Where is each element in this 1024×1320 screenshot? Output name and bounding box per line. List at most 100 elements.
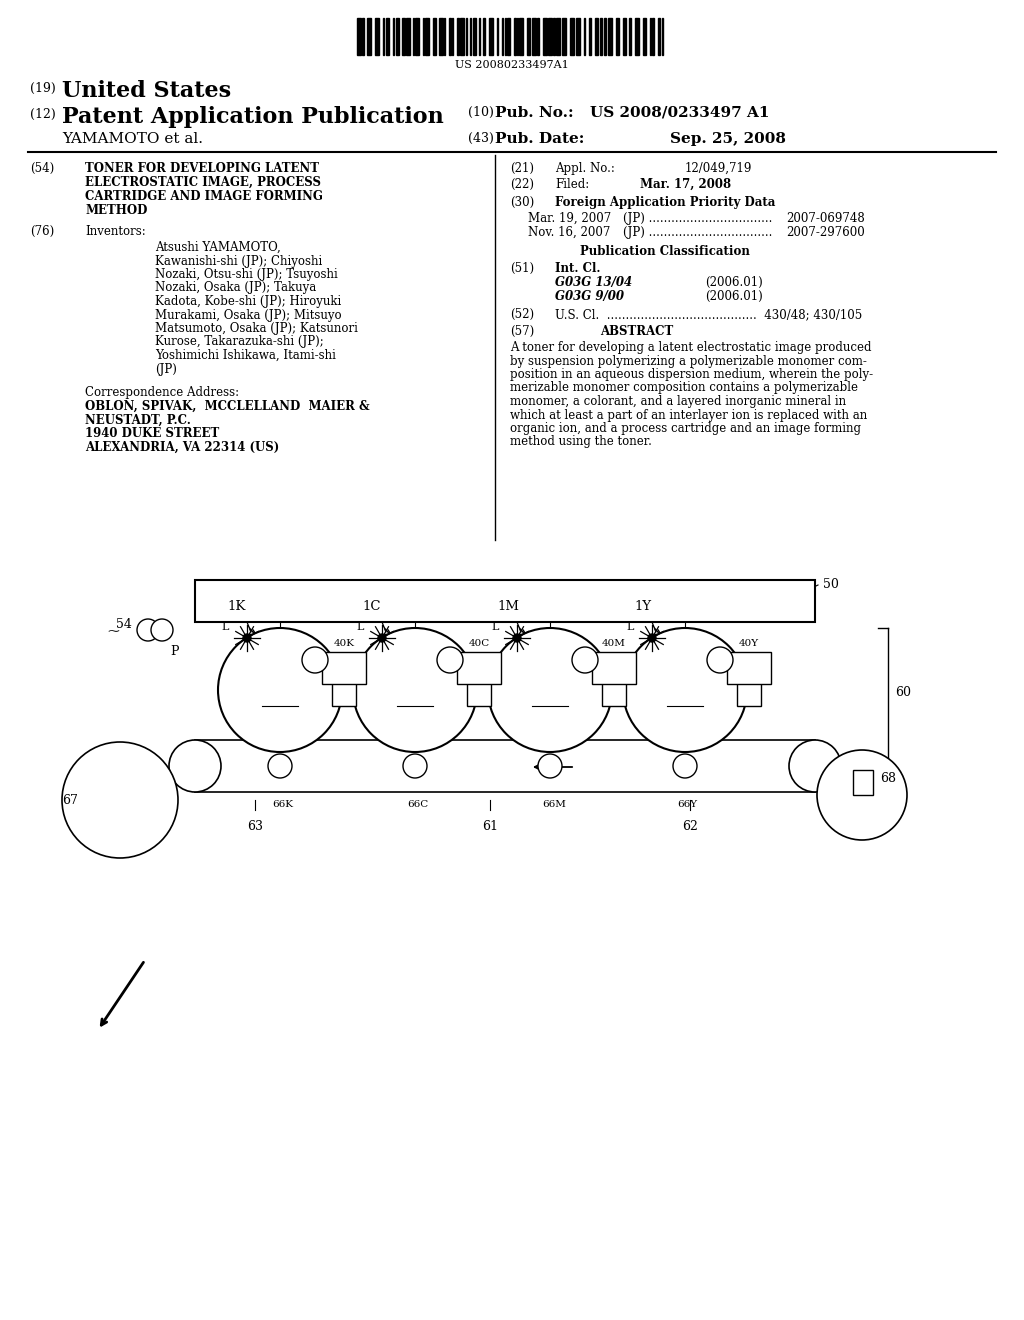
Text: Murakami, Osaka (JP); Mitsuyo: Murakami, Osaka (JP); Mitsuyo (155, 309, 342, 322)
Circle shape (353, 628, 477, 752)
Bar (507, 18, 510, 55)
Bar (396, 18, 399, 55)
Bar (425, 18, 429, 55)
Text: 3k: 3k (269, 686, 291, 704)
Circle shape (513, 634, 521, 642)
Circle shape (378, 634, 386, 642)
Bar (592, 652, 636, 684)
Circle shape (790, 741, 841, 792)
Text: (2006.01): (2006.01) (705, 290, 763, 304)
Text: (43): (43) (468, 132, 494, 145)
Text: (76): (76) (30, 224, 54, 238)
Text: METHOD: METHOD (85, 205, 147, 216)
Bar (652, 18, 654, 55)
Bar (556, 18, 560, 55)
Text: 63: 63 (247, 820, 263, 833)
Text: A toner for developing a latent electrostatic image produced: A toner for developing a latent electros… (510, 341, 871, 354)
Text: (2006.01): (2006.01) (705, 276, 763, 289)
Text: G03G 13/04: G03G 13/04 (555, 276, 632, 289)
Text: (30): (30) (510, 195, 535, 209)
Text: CARTRIDGE AND IMAGE FORMING: CARTRIDGE AND IMAGE FORMING (85, 190, 323, 203)
Bar (514, 18, 516, 55)
Text: (22): (22) (510, 178, 534, 191)
Text: 40K: 40K (334, 639, 354, 648)
Text: P: P (171, 645, 179, 657)
Bar (527, 18, 530, 55)
Text: Nozaki, Osaka (JP); Takuya: Nozaki, Osaka (JP); Takuya (155, 281, 316, 294)
Text: method using the toner.: method using the toner. (510, 436, 652, 449)
Text: YAMAMOTO et al.: YAMAMOTO et al. (62, 132, 203, 147)
Text: 62: 62 (682, 820, 698, 833)
Text: which at least a part of an interlayer ion is replaced with an: which at least a part of an interlayer i… (510, 408, 867, 421)
Text: 3M: 3M (537, 686, 564, 704)
Text: 3Y: 3Y (674, 686, 696, 704)
Text: 40M: 40M (602, 639, 626, 648)
Circle shape (707, 647, 733, 673)
Text: (JP) .................................: (JP) ................................. (623, 226, 772, 239)
Circle shape (623, 628, 746, 752)
Text: 1C: 1C (362, 599, 381, 612)
Text: Kawanishi-shi (JP); Chiyoshi: Kawanishi-shi (JP); Chiyoshi (155, 255, 323, 268)
Text: Appl. No.:: Appl. No.: (555, 162, 614, 176)
Text: United States: United States (62, 81, 231, 102)
Bar (600, 18, 602, 55)
Bar (629, 18, 631, 55)
Text: 68: 68 (880, 771, 896, 784)
Text: 1K: 1K (227, 599, 246, 612)
Bar (623, 18, 626, 55)
Text: OBLON, SPIVAK,  MCCLELLAND  MAIER &: OBLON, SPIVAK, MCCLELLAND MAIER & (85, 400, 370, 413)
Circle shape (572, 647, 598, 673)
Bar (449, 18, 451, 55)
Text: merizable monomer composition contains a polymerizable: merizable monomer composition contains a… (510, 381, 858, 395)
Text: 3C: 3C (403, 686, 427, 704)
Text: by suspension polymerizing a polymerizable monomer com-: by suspension polymerizing a polymerizab… (510, 355, 867, 367)
Bar (457, 18, 459, 55)
Text: Atsushi YAMAMOTO,: Atsushi YAMAMOTO, (155, 242, 281, 253)
Text: 66K: 66K (272, 800, 293, 809)
Bar (367, 18, 371, 55)
Text: ELECTROSTATIC IMAGE, PROCESS: ELECTROSTATIC IMAGE, PROCESS (85, 176, 321, 189)
Text: (21): (21) (510, 162, 534, 176)
Text: 60: 60 (895, 686, 911, 700)
Text: 66M: 66M (542, 800, 566, 809)
Circle shape (137, 619, 159, 642)
Bar (195, 579, 815, 622)
Text: Sep. 25, 2008: Sep. 25, 2008 (670, 132, 786, 147)
Text: G03G 9/00: G03G 9/00 (555, 290, 624, 304)
Bar (537, 18, 539, 55)
Text: L: L (492, 622, 499, 632)
Text: (52): (52) (510, 308, 535, 321)
Text: Matsumoto, Osaka (JP); Katsunori: Matsumoto, Osaka (JP); Katsunori (155, 322, 357, 335)
Text: ABSTRACT: ABSTRACT (600, 325, 673, 338)
Bar (548, 18, 552, 55)
Text: 2007-069748: 2007-069748 (786, 213, 865, 224)
Text: Pub. No.:: Pub. No.: (495, 106, 573, 120)
Bar (433, 18, 436, 55)
Text: Kadota, Kobe-shi (JP); Hiroyuki: Kadota, Kobe-shi (JP); Hiroyuki (155, 294, 341, 308)
Bar (575, 18, 580, 55)
Text: Kurose, Takarazuka-shi (JP);: Kurose, Takarazuka-shi (JP); (155, 335, 324, 348)
Bar (195, 741, 815, 792)
Circle shape (268, 754, 292, 777)
Bar (604, 18, 606, 55)
Bar (439, 18, 443, 55)
Bar (332, 668, 356, 706)
Circle shape (403, 754, 427, 777)
Circle shape (151, 619, 173, 642)
Circle shape (302, 647, 328, 673)
Bar (643, 18, 646, 55)
Text: 40C: 40C (468, 639, 489, 648)
Bar (570, 18, 574, 55)
Text: L: L (356, 622, 364, 632)
Circle shape (538, 754, 562, 777)
Circle shape (648, 634, 656, 642)
Bar (616, 18, 618, 55)
Bar (532, 18, 536, 55)
Text: Nov. 16, 2007: Nov. 16, 2007 (528, 226, 610, 239)
Bar (467, 668, 490, 706)
Circle shape (218, 628, 342, 752)
Circle shape (437, 647, 463, 673)
Text: ~: ~ (106, 623, 120, 639)
Text: Int. Cl.: Int. Cl. (555, 261, 600, 275)
Bar (727, 652, 771, 684)
